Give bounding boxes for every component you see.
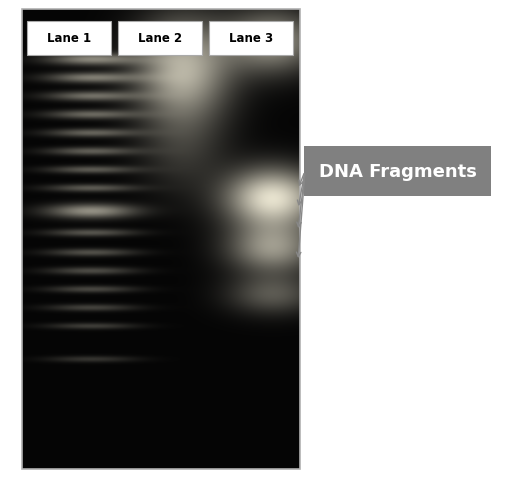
Bar bbox=[22, 10, 299, 469]
Text: Lane 1: Lane 1 bbox=[47, 32, 91, 45]
FancyBboxPatch shape bbox=[303, 147, 490, 197]
Bar bbox=[118, 22, 202, 56]
Text: Lane 2: Lane 2 bbox=[137, 32, 182, 45]
Text: DNA Fragments: DNA Fragments bbox=[318, 163, 475, 181]
Bar bbox=[209, 22, 293, 56]
Text: Lane 3: Lane 3 bbox=[229, 32, 272, 45]
Bar bbox=[27, 22, 111, 56]
